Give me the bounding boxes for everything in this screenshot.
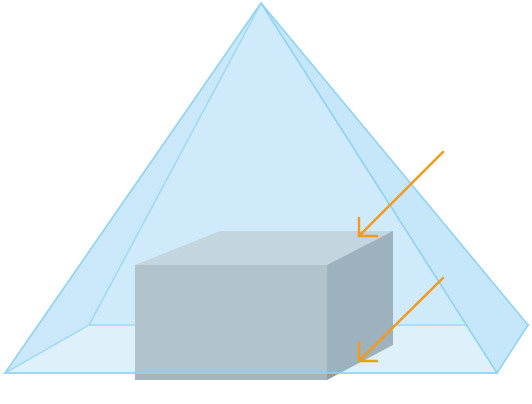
box-top: [135, 231, 393, 265]
arrow-head: [357, 341, 379, 363]
pyramid-front-face: [3, 1, 499, 374]
arrow-shaft: [357, 276, 445, 363]
arrow-head: [357, 216, 379, 238]
arrow: [357, 150, 445, 238]
box-front: [135, 265, 327, 380]
arrow: [357, 276, 445, 363]
arrow-shaft: [357, 150, 445, 238]
